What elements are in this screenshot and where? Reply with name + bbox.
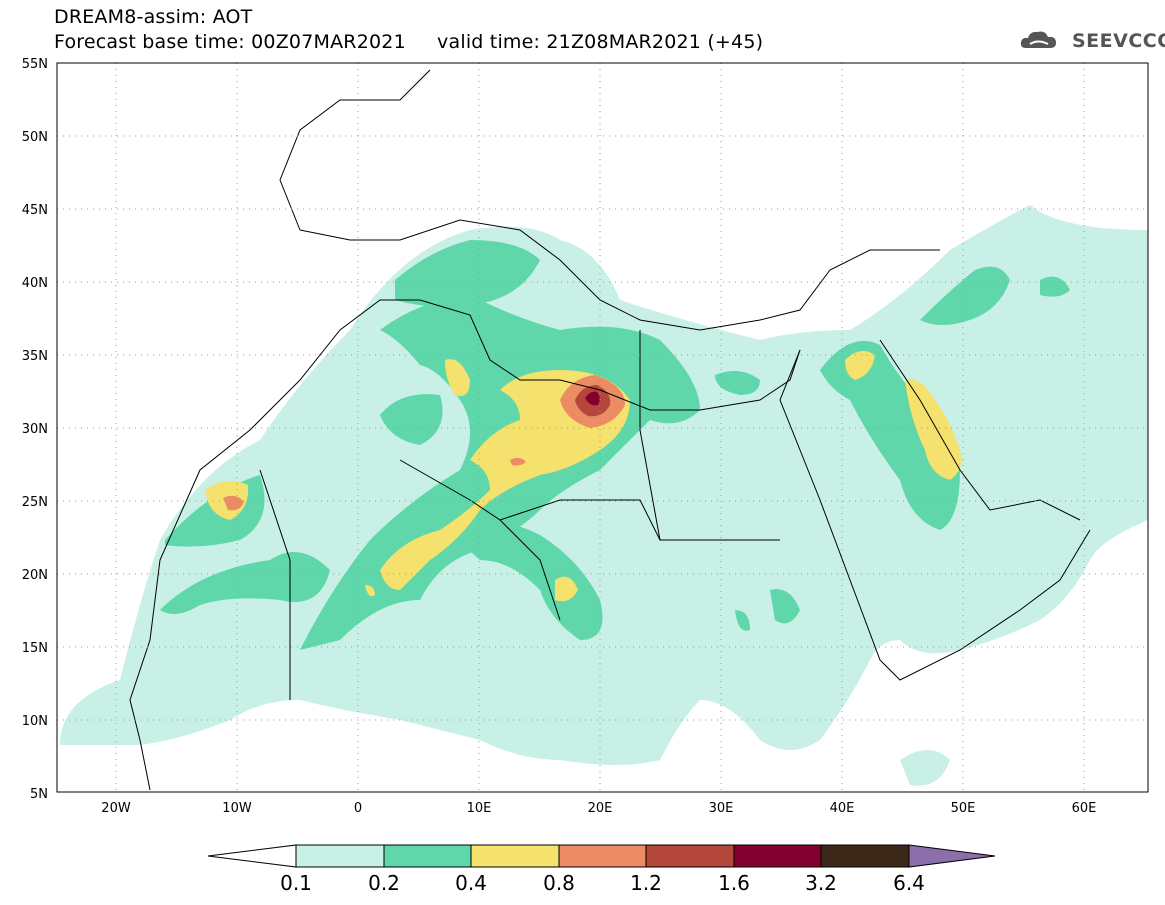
colorbar: 0.1 0.2 0.4 0.8 1.2 1.6 3.2 6.4 (207, 844, 996, 895)
lon-label: 60E (1072, 801, 1097, 816)
lon-label: 0 (354, 801, 362, 816)
colorbar-high-arrow (908, 844, 996, 868)
colorbar-segment (645, 844, 735, 868)
lon-label: 10W (222, 801, 252, 816)
lat-label: 30N (22, 422, 48, 437)
lat-label: 20N (22, 568, 48, 583)
colorbar-segment (558, 844, 647, 868)
aot-level-1.6 (585, 391, 600, 406)
lon-label: 20W (101, 801, 131, 816)
colorbar-label: 1.2 (630, 871, 662, 895)
aot-field (57, 63, 1148, 792)
colorbar-label: 0.1 (280, 871, 312, 895)
lat-label: 50N (22, 130, 48, 145)
colorbar-segment (295, 844, 385, 868)
lat-label: 15N (22, 641, 48, 656)
colorbar-label: 3.2 (805, 871, 837, 895)
lat-labels: 55N 50N 45N 40N 35N 30N 25N 20N 15N 10N … (22, 57, 48, 802)
forecast-time-line: Forecast base time: 00Z07MAR2021 valid t… (54, 31, 764, 53)
colorbar-segment (383, 844, 472, 868)
coastlines (129, 69, 1091, 791)
colorbar-label: 0.4 (455, 871, 487, 895)
colorbar-segment (470, 844, 560, 868)
colorbar-label: 0.2 (368, 871, 400, 895)
lat-label: 55N (22, 57, 48, 72)
colorbar-label: 6.4 (893, 871, 925, 895)
lat-label: 10N (22, 714, 48, 729)
lat-label: 40N (22, 276, 48, 291)
lon-labels: 20W 10W 0 10E 20E 30E 40E 50E 60E (101, 801, 1096, 816)
colorbar-low-arrow (207, 844, 297, 868)
colorbar-segment (733, 844, 822, 868)
lon-label: 40E (830, 801, 855, 816)
lon-label: 10E (467, 801, 492, 816)
lon-label: 20E (588, 801, 613, 816)
colorbar-segment (820, 844, 910, 868)
map-frame (56, 62, 1149, 793)
lat-label: 5N (30, 787, 48, 802)
logo-text: SEEVCCC (1072, 30, 1165, 52)
colorbar-label: 1.6 (718, 871, 750, 895)
lon-label: 30E (709, 801, 734, 816)
lat-label: 25N (22, 495, 48, 510)
cloud-icon (1020, 31, 1056, 48)
map-title: DREAM8-assim: AOT (54, 6, 253, 28)
lon-label: 50E (951, 801, 976, 816)
lat-label: 45N (22, 203, 48, 218)
colorbar-label: 0.8 (543, 871, 575, 895)
lat-label: 35N (22, 349, 48, 364)
